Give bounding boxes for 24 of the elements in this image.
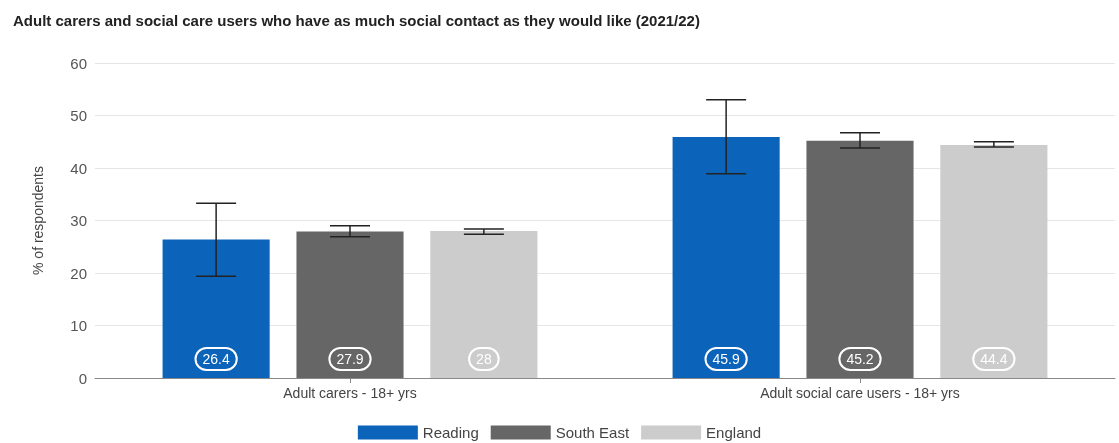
bar	[806, 140, 914, 378]
y-tick-label: 40	[70, 159, 87, 177]
chart-title: Adult carers and social care users who have as much social contact as they would like (2021/22)	[13, 12, 700, 29]
y-tick-label: 60	[70, 54, 87, 72]
bar	[162, 239, 270, 378]
y-tick-label: 0	[78, 369, 87, 387]
legend-label: England	[706, 424, 762, 441]
data-label: 45.2	[846, 351, 874, 367]
data-label: 27.9	[336, 351, 364, 367]
bar	[430, 231, 538, 378]
data-label: 26.4	[202, 351, 230, 367]
y-tick-label: 20	[70, 264, 87, 282]
legend-label: Reading	[422, 424, 479, 441]
bar	[940, 144, 1048, 378]
x-tick-label: Adult carers - 18+ yrs	[283, 385, 417, 401]
bar	[672, 137, 780, 378]
bar	[296, 231, 404, 378]
y-axis-title: % of respondents	[30, 166, 46, 275]
data-label: 45.9	[712, 351, 740, 367]
x-tick-label: Adult social care users - 18+ yrs	[760, 385, 960, 401]
y-tick-label: 10	[70, 317, 87, 334]
legend-label: South East	[555, 424, 630, 441]
y-tick-label: 30	[70, 212, 87, 229]
y-tick-label: 50	[70, 107, 87, 124]
